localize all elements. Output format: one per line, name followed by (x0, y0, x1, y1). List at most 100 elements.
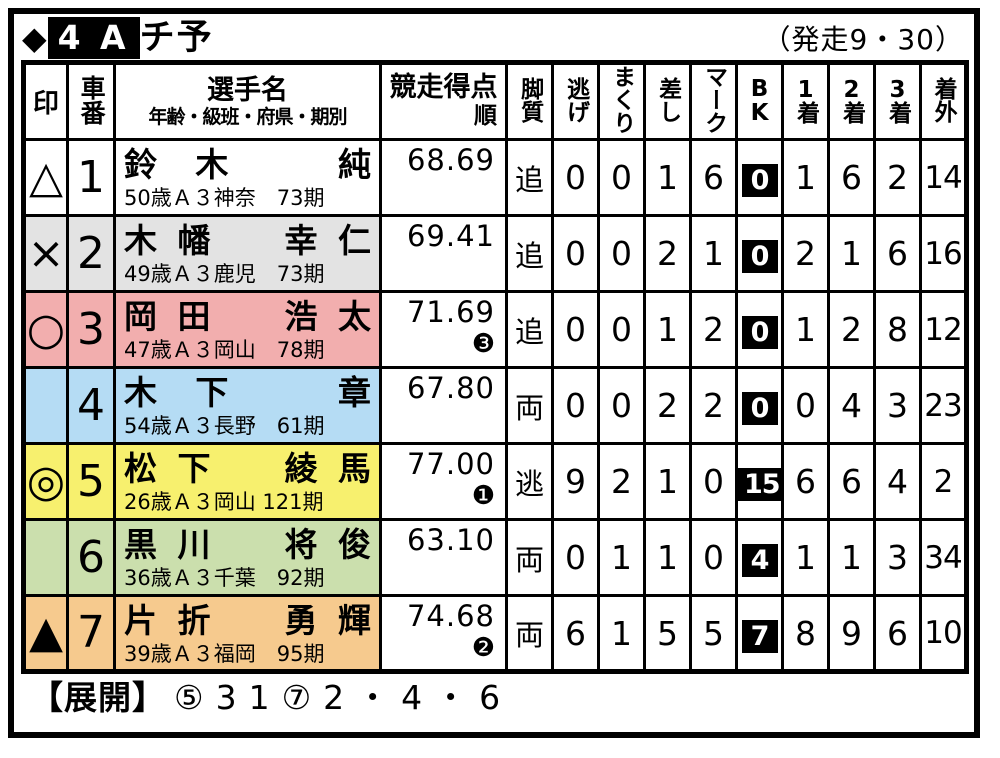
start-time: （発走9・30） (762, 23, 964, 56)
bk-badge: 0 (741, 164, 778, 197)
header-race-score: 競走得点 順 (379, 61, 508, 141)
sashi-count: 1 (643, 290, 692, 369)
bike-number: 4 (66, 366, 116, 445)
rider-cell: 岡田 浩太 47歳Ａ３岡山 78期 (113, 290, 382, 369)
bike-number: 7 (66, 594, 116, 673)
first-place-count: 1 (781, 518, 830, 597)
out-of-place-count: 12 (919, 290, 968, 369)
header-bk: BK (735, 61, 784, 141)
race-title: ◆ 4 A チ予 (22, 17, 214, 59)
mark-count: 5 (689, 594, 738, 673)
nige-count: 9 (551, 442, 600, 521)
header-first-place: 1着 (781, 61, 830, 141)
bk-cell: 15 (735, 442, 784, 521)
bk-badge: 15 (739, 468, 780, 501)
score-cell: 67.80 (379, 366, 508, 445)
third-place-count: 4 (873, 442, 922, 521)
rider-name: 黒川 将俊 (124, 525, 371, 564)
third-place-count: 3 (873, 366, 922, 445)
pick-mark: × (22, 214, 69, 293)
bk-cell: 0 (735, 214, 784, 293)
rider-cell: 木幡 幸仁 49歳Ａ３鹿児 73期 (113, 214, 382, 293)
nige-count: 6 (551, 594, 600, 673)
nige-count: 0 (551, 366, 600, 445)
first-place-count: 1 (781, 290, 830, 369)
rider-cell: 片折 勇輝 39歳Ａ３福岡 95期 (113, 594, 382, 673)
bk-cell: 4 (735, 518, 784, 597)
header-rider-name: 選手名 年齢・級班・府県・期別 (113, 61, 382, 141)
title-bar: ◆ 4 A チ予 （発走9・30） (14, 14, 974, 60)
sashi-count: 1 (643, 442, 692, 521)
sashi-count: 2 (643, 366, 692, 445)
second-place-count: 4 (827, 366, 876, 445)
bk-cell: 7 (735, 594, 784, 673)
makuri-count: 0 (597, 366, 646, 445)
makuri-count: 0 (597, 138, 646, 217)
rider-info: 26歳Ａ３岡山 121期 (124, 490, 324, 515)
mark-count: 6 (689, 138, 738, 217)
leg-type: 両 (505, 518, 554, 597)
bike-number: 3 (66, 290, 116, 369)
rider-info: 54歳Ａ３長野 61期 (124, 414, 325, 439)
header-leg-type: 脚質 (505, 61, 554, 141)
score-rank-badge (384, 253, 496, 283)
second-place-count: 6 (827, 138, 876, 217)
second-place-count: 2 (827, 290, 876, 369)
first-place-count: 0 (781, 366, 830, 445)
bk-badge: 4 (741, 544, 778, 577)
rider-name: 松下 綾馬 (124, 449, 371, 488)
header-second-place: 2着 (827, 61, 876, 141)
table-row: 6 黒川 将俊 36歳Ａ３千葉 92期 63.10 両 0 1 1 0 4 1 … (22, 518, 968, 597)
bike-number: 1 (66, 138, 116, 217)
score-cell: 63.10 (379, 518, 508, 597)
race-score: 63.10 (406, 523, 495, 557)
third-place-count: 8 (873, 290, 922, 369)
mark-count: 2 (689, 290, 738, 369)
sashi-count: 5 (643, 594, 692, 673)
bk-badge: 0 (741, 392, 778, 425)
leg-type: 追 (505, 138, 554, 217)
rider-info: 39歳Ａ３福岡 95期 (124, 642, 325, 667)
leg-type: 両 (505, 594, 554, 673)
sashi-count: 1 (643, 138, 692, 217)
leg-type: 追 (505, 214, 554, 293)
rider-cell: 鈴木 純 50歳Ａ３神奈 73期 (113, 138, 382, 217)
development-label: 【展開】 (30, 678, 166, 717)
table-row: 4 木下 章 54歳Ａ３長野 61期 67.80 両 0 0 2 2 0 0 4… (22, 366, 968, 445)
score-cell: 71.69 ❸ (379, 290, 508, 369)
header-pick-mark: 印 (22, 61, 69, 141)
out-of-place-count: 10 (919, 594, 968, 673)
race-score: 74.68 (406, 599, 495, 633)
race-card: ◆ 4 A チ予 （発走9・30） 印 車番 選手名 年齢・級班・府県・期別 競… (8, 8, 980, 738)
mark-count: 0 (689, 442, 738, 521)
table-row: ▲ 7 片折 勇輝 39歳Ａ３福岡 95期 74.68 ❷ 両 6 1 5 5 … (22, 594, 968, 673)
makuri-count: 0 (597, 214, 646, 293)
out-of-place-count: 34 (919, 518, 968, 597)
leg-type: 追 (505, 290, 554, 369)
nige-count: 0 (551, 214, 600, 293)
score-rank-badge (384, 557, 496, 587)
table-row: × 2 木幡 幸仁 49歳Ａ３鹿児 73期 69.41 追 0 0 2 1 0 … (22, 214, 968, 293)
bk-cell: 0 (735, 290, 784, 369)
out-of-place-count: 16 (919, 214, 968, 293)
third-place-count: 6 (873, 214, 922, 293)
third-place-count: 2 (873, 138, 922, 217)
third-place-count: 3 (873, 518, 922, 597)
first-place-count: 8 (781, 594, 830, 673)
table-row: ◎ 5 松下 綾馬 26歳Ａ３岡山 121期 77.00 ❶ 逃 9 2 1 0… (22, 442, 968, 521)
rider-name: 岡田 浩太 (124, 297, 371, 336)
rider-name: 木下 章 (124, 373, 371, 412)
header-third-place: 3着 (873, 61, 922, 141)
pick-mark (22, 366, 69, 445)
header-row: 印 車番 選手名 年齢・級班・府県・期別 競走得点 順 脚質 逃げ まくり 差し… (22, 61, 968, 141)
score-rank-badge: ❸ (471, 328, 495, 359)
rows-body: △ 1 鈴木 純 50歳Ａ３神奈 73期 68.69 追 0 0 1 6 0 1… (22, 138, 968, 673)
race-score: 68.69 (406, 143, 495, 177)
out-of-place-count: 14 (919, 138, 968, 217)
rider-cell: 黒川 将俊 36歳Ａ３千葉 92期 (113, 518, 382, 597)
rider-name: 片折 勇輝 (124, 601, 371, 640)
race-score: 71.69 (406, 295, 495, 329)
rider-name: 木幡 幸仁 (124, 221, 371, 260)
header-out-of-place: 着外 (919, 61, 968, 141)
score-rank-badge (384, 405, 496, 435)
